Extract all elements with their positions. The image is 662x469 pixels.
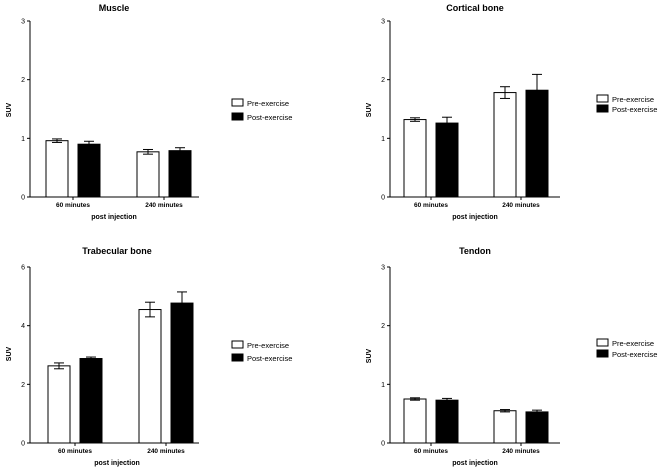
y-tick-label: 6 <box>21 265 25 272</box>
y-tick-label: 0 <box>21 195 25 202</box>
x-tick-label: 240 minutes <box>502 448 540 455</box>
x-axis-label: post injection <box>452 214 498 221</box>
plot-area: 0 1 2 3 60 minutes 240 minutes <box>381 19 560 209</box>
legend-label-pre: Pre-exercise <box>612 339 654 348</box>
bar-pre-exercise <box>493 410 517 444</box>
y-axis-label: SUV <box>366 348 373 363</box>
legend-label-post: Post-exercise <box>612 105 657 114</box>
legend-swatch-pre <box>596 94 609 103</box>
legend-label-pre: Pre-exercise <box>247 341 289 350</box>
y-tick-label: 2 <box>21 77 25 84</box>
y-axis-label: SUV <box>6 346 13 361</box>
panel-tendon: Tendon SUV post injection 0 1 2 3 60 minutes… <box>366 246 657 467</box>
y-tick-label: 4 <box>21 323 25 330</box>
legend: Pre-exercise Post-exercise <box>231 340 292 363</box>
legend-label-post: Post-exercise <box>247 113 292 122</box>
bar-pre-exercise <box>493 92 517 198</box>
legend-label-pre: Pre-exercise <box>612 95 654 104</box>
legend-label-post: Post-exercise <box>612 350 657 359</box>
x-tick-label: 60 minutes <box>58 448 92 455</box>
bar-pre-exercise <box>45 140 69 198</box>
bar-post-exercise <box>525 411 549 444</box>
legend-swatch-post <box>231 353 244 362</box>
y-tick-label: 0 <box>21 441 25 448</box>
y-tick-label: 1 <box>21 136 25 143</box>
y-tick-label: 3 <box>381 265 385 272</box>
x-tick-label: 240 minutes <box>145 202 183 209</box>
legend-swatch-post <box>596 349 609 358</box>
legend-swatch-pre <box>231 98 244 107</box>
x-tick-label: 240 minutes <box>147 448 185 455</box>
x-axis-label: post injection <box>91 214 137 221</box>
y-axis-label: SUV <box>6 102 13 117</box>
y-tick-label: 2 <box>381 323 385 330</box>
x-tick-label: 240 minutes <box>502 202 540 209</box>
x-tick-label: 60 minutes <box>414 202 448 209</box>
bar-post-exercise <box>77 143 101 198</box>
legend-swatch-post <box>231 112 244 121</box>
panel-muscle: Muscle SUV post injection 0 1 2 3 60 minutes… <box>6 3 292 221</box>
x-tick-label: 60 minutes <box>56 202 90 209</box>
y-tick-label: 2 <box>381 77 385 84</box>
bar-pre-exercise <box>403 398 427 444</box>
y-axis-label: SUV <box>366 102 373 117</box>
bar-pre-exercise <box>138 309 162 444</box>
panel-title: Muscle <box>99 3 130 13</box>
legend: Pre-exercise Post-exercise <box>596 338 657 359</box>
y-tick-label: 3 <box>21 19 25 26</box>
plot-area: 0 1 2 3 60 minutes 240 minutes <box>21 19 199 209</box>
legend-label-post: Post-exercise <box>247 354 292 363</box>
x-axis-label: post injection <box>452 460 498 467</box>
y-tick-label: 0 <box>381 441 385 448</box>
panel-trabecular-bone: Trabecular bone SUV post injection 0 2 4 6 6… <box>6 246 292 467</box>
bar-post-exercise <box>435 399 459 444</box>
legend-swatch-pre <box>596 338 609 347</box>
y-tick-label: 1 <box>381 136 385 143</box>
panel-cortical-bone: Cortical bone SUV post injection 0 1 2 3 60 … <box>366 3 657 221</box>
legend: Pre-exercise Post-exercise <box>231 98 292 122</box>
y-tick-label: 3 <box>381 19 385 26</box>
x-axis-label: post injection <box>94 460 140 467</box>
plot-area: 0 1 2 3 60 minutes 240 minutes <box>381 265 560 455</box>
bar-post-exercise <box>170 302 194 444</box>
legend: Pre-exercise Post-exercise <box>596 94 657 114</box>
y-tick-label: 0 <box>381 195 385 202</box>
legend-swatch-pre <box>231 340 244 349</box>
plot-area: 0 2 4 6 60 minutes 240 minutes <box>21 265 199 455</box>
legend-swatch-post <box>596 104 609 113</box>
bar-pre-exercise <box>403 119 427 198</box>
legend-label-pre: Pre-exercise <box>247 99 289 108</box>
bar-post-exercise <box>168 150 192 198</box>
bar-post-exercise <box>435 122 459 198</box>
y-tick-label: 2 <box>21 382 25 389</box>
panel-title: Trabecular bone <box>82 246 152 256</box>
panel-title: Tendon <box>459 246 491 256</box>
bar-pre-exercise <box>136 151 160 198</box>
bar-post-exercise <box>79 358 103 444</box>
y-tick-label: 1 <box>381 382 385 389</box>
bar-pre-exercise <box>47 365 71 444</box>
panel-title: Cortical bone <box>446 3 504 13</box>
x-tick-label: 60 minutes <box>414 448 448 455</box>
